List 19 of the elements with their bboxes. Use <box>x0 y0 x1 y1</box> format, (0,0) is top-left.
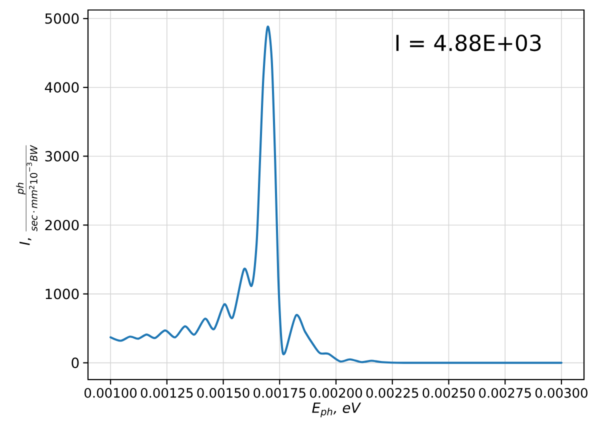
y-tick-label: 5000 <box>45 13 79 24</box>
y-tick-label: 2000 <box>45 220 79 230</box>
x-tick-label: 0.00100 <box>84 388 137 398</box>
line-series <box>110 26 562 364</box>
annotation: I = 4.88E+03 <box>396 34 541 52</box>
y-tick-label: 3000 <box>45 150 79 162</box>
x-tick-label: 0.00225 <box>366 388 418 398</box>
x-tick-label: 0.00200 <box>310 388 362 398</box>
x-axis-title: E$_{ph}$, eV <box>312 402 362 418</box>
x-tick-label: 0.00250 <box>422 388 475 398</box>
x-tick-label: 0.00175 <box>254 388 306 398</box>
x-tick-label: 0.00150 <box>197 388 250 398</box>
y-tick-label: 1000 <box>46 288 79 300</box>
y-tick-label: 0 <box>72 358 79 368</box>
x-tick-label: 0.00275 <box>479 388 531 398</box>
y-axis-title: $\mathit{I}\mbox{,}\ \frac{\mathit{ph}}{\mathit{sec}\,\mathrm{·}\,\mathit{mm}^{\mathrm{2}}\mathrm{10}^{\mathrm{−3}}\mathit{BW}}$ <box>16 144 38 246</box>
x-tick-label: 0.00300 <box>535 388 588 398</box>
x-tick-label: 0.00125 <box>140 388 193 398</box>
y-tick-label: 4000 <box>44 82 79 93</box>
